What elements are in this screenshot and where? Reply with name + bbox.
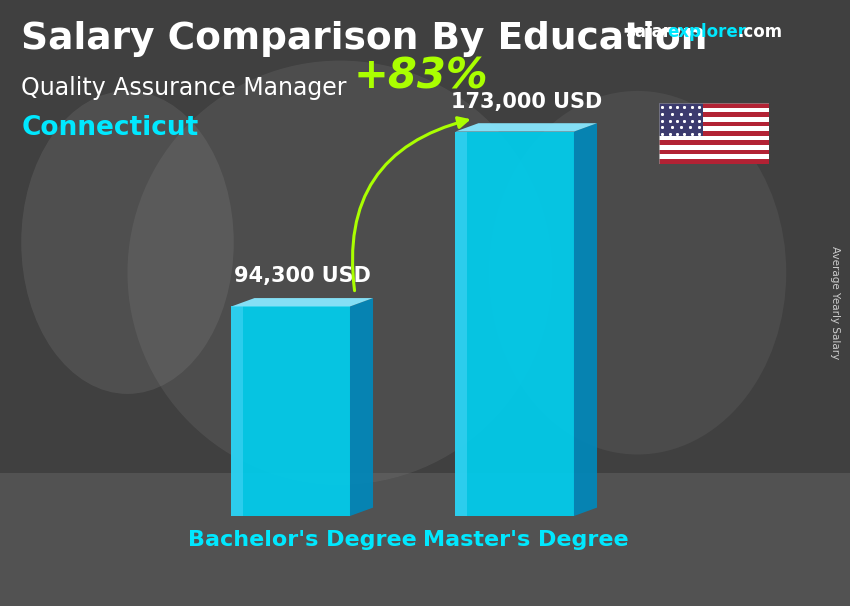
Bar — [659, 103, 703, 136]
Text: Quality Assurance Manager: Quality Assurance Manager — [21, 76, 347, 100]
Polygon shape — [456, 132, 574, 516]
Bar — [659, 150, 769, 155]
Polygon shape — [231, 307, 243, 516]
Text: Average Yearly Salary: Average Yearly Salary — [830, 247, 840, 359]
Text: +83%: +83% — [354, 56, 488, 98]
Bar — [659, 126, 769, 131]
Polygon shape — [231, 298, 373, 307]
Text: .com: .com — [737, 23, 782, 41]
Bar — [659, 159, 769, 164]
Bar — [659, 145, 769, 150]
Bar — [659, 122, 769, 126]
Bar — [659, 108, 769, 112]
Bar — [659, 117, 769, 122]
Bar — [659, 155, 769, 159]
Polygon shape — [456, 123, 597, 132]
Polygon shape — [231, 307, 350, 516]
Text: explorer: explorer — [667, 23, 746, 41]
Text: salary: salary — [625, 23, 682, 41]
Polygon shape — [574, 123, 597, 516]
Bar — [659, 112, 769, 117]
Text: Bachelor's Degree: Bachelor's Degree — [188, 530, 416, 550]
Text: Salary Comparison By Education: Salary Comparison By Education — [21, 21, 707, 57]
Bar — [659, 136, 769, 141]
Text: 94,300 USD: 94,300 USD — [234, 267, 371, 287]
Text: 173,000 USD: 173,000 USD — [450, 92, 602, 112]
Bar — [659, 131, 769, 136]
Text: Master's Degree: Master's Degree — [423, 530, 629, 550]
Text: Connecticut: Connecticut — [21, 115, 199, 141]
Polygon shape — [350, 298, 373, 516]
Bar — [659, 103, 769, 108]
Polygon shape — [456, 132, 468, 516]
Bar — [659, 141, 769, 145]
